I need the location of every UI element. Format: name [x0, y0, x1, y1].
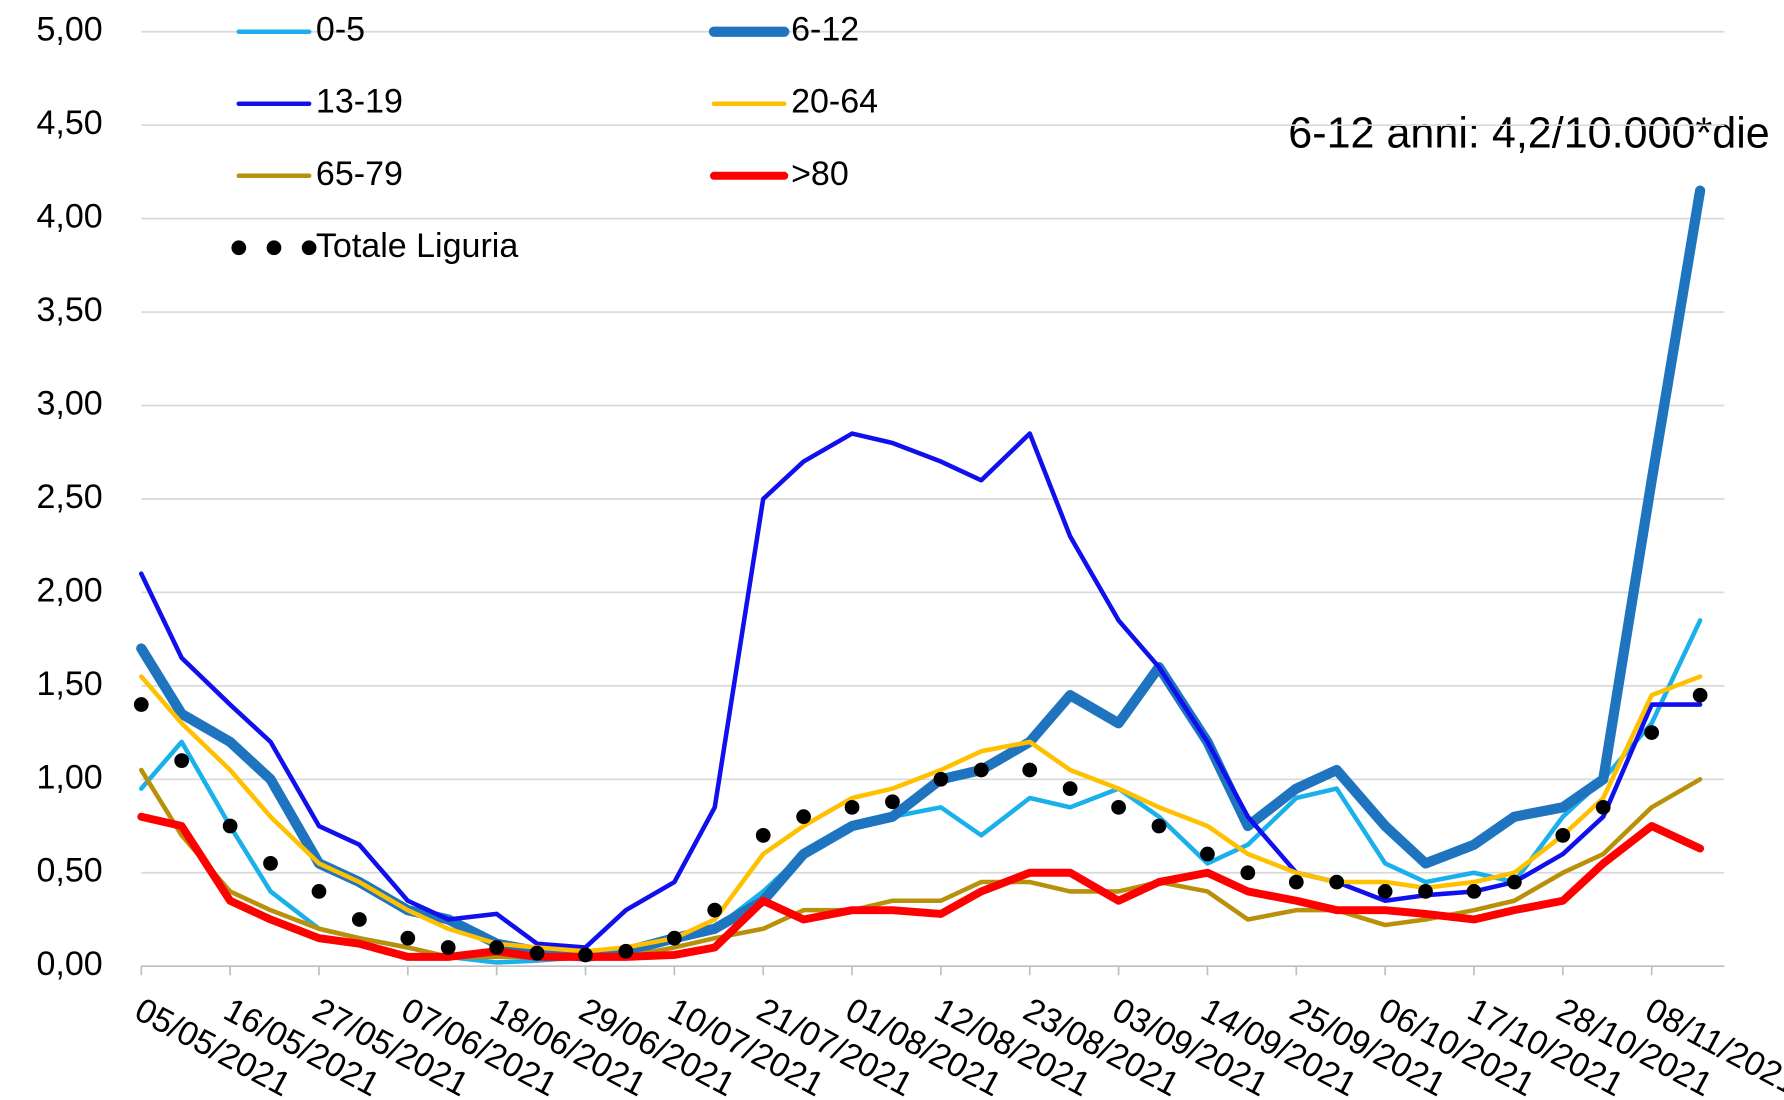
data-point: [1466, 884, 1482, 899]
y-tick-label: 1,00: [37, 758, 103, 796]
data-point: [885, 794, 900, 810]
data-point: [351, 912, 367, 927]
data-point: [755, 827, 771, 843]
y-tick-label: 5,00: [37, 11, 103, 49]
data-point: [707, 902, 723, 918]
data-point: [618, 943, 634, 959]
data-point: [796, 809, 811, 825]
data-point: [133, 697, 149, 712]
legend-swatch: [266, 240, 282, 256]
data-point: [1329, 874, 1345, 890]
data-point: [666, 930, 682, 946]
data-point: [1288, 874, 1304, 890]
series-line: [136, 185, 1706, 962]
legend-label: >80: [791, 155, 849, 193]
y-tick-label: 4,00: [37, 198, 103, 236]
data-point: [489, 940, 505, 955]
data-point: [1377, 884, 1393, 899]
y-tick-label: 3,50: [37, 291, 103, 329]
y-tick-label: 4,50: [37, 104, 103, 142]
data-point: [263, 856, 278, 871]
y-tick-label: 2,50: [37, 478, 103, 516]
data-point: [529, 945, 545, 961]
y-tick-label: 2,00: [37, 571, 103, 609]
data-point: [578, 947, 593, 963]
y-tick-label: 0,50: [37, 852, 103, 890]
series-line: [139, 431, 1703, 950]
legend-label: 0-5: [316, 11, 365, 49]
data-point: [1111, 799, 1126, 815]
legend-label: 20-64: [791, 83, 878, 121]
legend-label: Totale Liguria: [316, 227, 518, 265]
legend-swatch: [301, 240, 317, 256]
data-point: [400, 930, 416, 946]
data-point: [1692, 687, 1708, 703]
data-point: [440, 940, 456, 955]
y-tick-label: 1,50: [37, 665, 103, 703]
data-point: [1644, 725, 1660, 740]
data-point: [1151, 818, 1167, 834]
data-point: [174, 753, 190, 768]
data-point: [311, 884, 327, 899]
y-tick-label: 3,00: [37, 385, 103, 423]
data-point: [1555, 827, 1571, 843]
annotation: 6-12 anni: 4,2/10.000*die: [1288, 109, 1769, 157]
data-point: [973, 762, 989, 778]
data-point: [1418, 884, 1433, 899]
data-point: [222, 818, 238, 834]
data-point: [1595, 799, 1611, 815]
legend-label: 13-19: [316, 83, 403, 121]
series-line: [139, 674, 1703, 954]
data-point: [1062, 781, 1078, 797]
data-point: [933, 771, 949, 787]
data-point: [1506, 874, 1522, 890]
data-point: [1240, 865, 1256, 881]
data-point: [1200, 846, 1215, 862]
legend-label: 65-79: [316, 155, 403, 193]
series-line: [137, 812, 1705, 961]
legend-label: 6-12: [791, 11, 859, 49]
y-tick-label: 0,00: [37, 945, 103, 983]
legend-swatch: [231, 240, 247, 256]
data-point: [1022, 762, 1038, 778]
data-point: [844, 799, 860, 815]
